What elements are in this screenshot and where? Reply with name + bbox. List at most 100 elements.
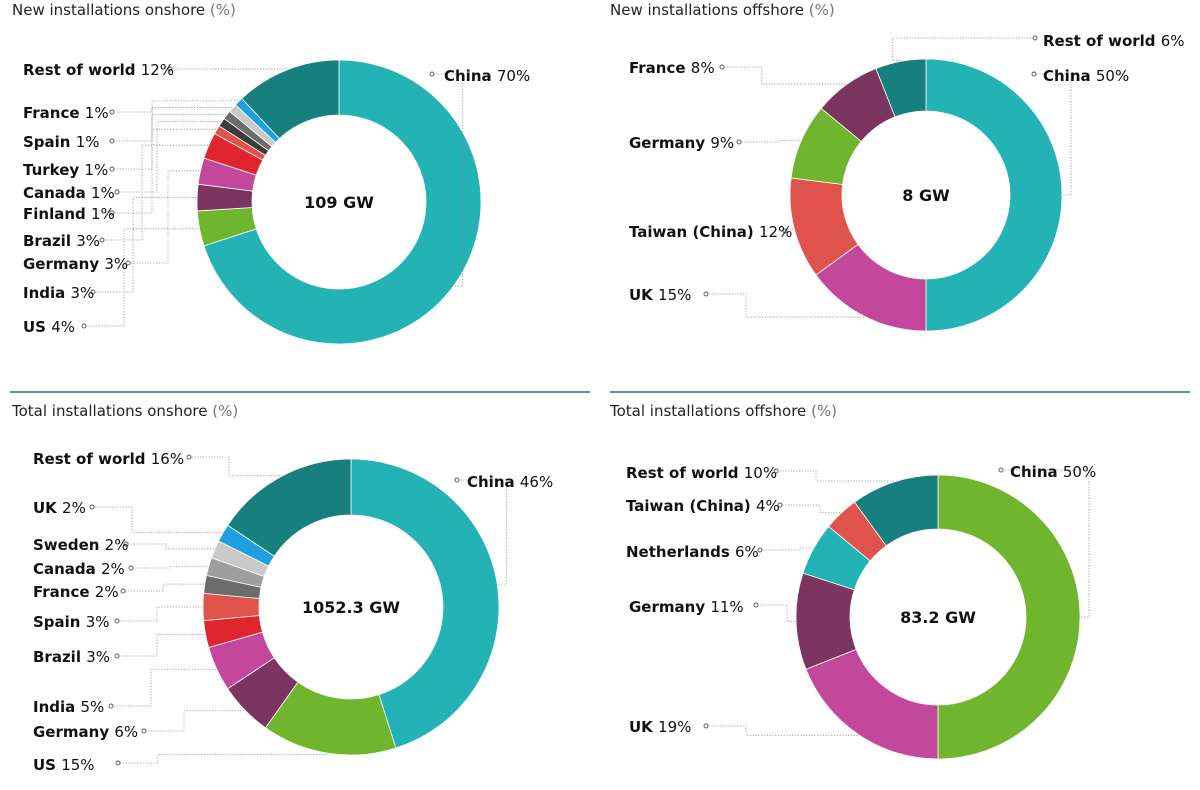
slice-rest-of-world [875,58,927,118]
slice-label-turkey: Turkey 1% [23,161,108,179]
leader-dot-taiwan-china [782,228,788,234]
slice-label-value: 1% [91,184,115,202]
leader-line-india [111,668,216,707]
center-total-label: 1052.3 GW [302,598,400,617]
slice-label-value: 12% [141,61,174,79]
donut-chart-4: Total installations offshore (%) China 50… [609,402,1096,760]
chart-title-unit: (%) [804,1,835,19]
slice-label-value: 10% [744,464,777,482]
slice-label-value: 46% [520,473,553,491]
slice-label-value: 3% [86,648,110,666]
leader-dot-canada [128,565,134,571]
leader-line-taiwan-china [780,504,841,514]
leader-line-france [112,100,238,113]
slice-label-text: Netherlands [626,543,735,561]
slice-label-text: France [33,583,95,601]
slice-label-text: Taiwan (China) [629,223,759,241]
leader-dot-turkey [109,166,115,172]
leader-dot-uk [703,291,709,297]
slice-china [925,58,1063,332]
leader-dot-taiwan-china [777,502,783,508]
leader-line-france [123,583,204,592]
slice-label-value: 6% [114,723,138,741]
slice-label-text: Brazil [33,648,86,666]
slice-label-taiwan-china: Taiwan (China) 12% [629,223,792,241]
leader-dot-france [719,64,725,70]
leader-line-canada [131,565,208,569]
slice-label-value: 6% [1161,32,1185,50]
slice-label-value: 5% [80,698,104,716]
leader-dot-germany [125,260,131,266]
slice-label-china: China 70% [444,67,530,85]
slice-label-text: China [467,473,520,491]
leader-line-us [84,228,199,327]
slice-label-text: Germany [629,598,710,616]
chart-title-main: New installations onshore [12,1,205,19]
slice-label-text: Germany [23,255,104,273]
slice-label-sweden: Sweden 2% [33,536,128,554]
leader-dot-china [998,467,1004,473]
slice-uk [805,648,939,760]
leader-dot-finland [109,210,115,216]
slice-label-text: India [23,284,70,302]
leader-dot-spain [114,618,120,624]
slice-label-value: 70% [497,67,530,85]
slice-label-text: France [23,104,85,122]
leader-dot-brazil [99,237,105,243]
leader-line-brazil [117,633,205,657]
chart-title-unit: (%) [205,1,236,19]
leader-dot-germany [736,139,742,145]
slice-label-value: 19% [658,718,691,736]
slice-label-value: 4% [756,497,780,515]
slice-label-france: France 8% [629,59,715,77]
slice-rest-of-world [227,458,352,557]
leader-dot-us [81,323,87,329]
slice-label-france: France 1% [23,104,109,122]
slice-label-value: 1% [84,161,108,179]
leader-dot-spain [109,138,115,144]
leader-line-germany [756,604,796,622]
slice-label-text: France [629,59,691,77]
slice-label-text: Canada [33,560,101,578]
slice-label-text: US [33,756,61,774]
slice-label-india: India 3% [23,284,94,302]
chart-title-unit: (%) [806,402,837,420]
slice-label-germany: Germany 6% [33,723,138,741]
slice-label-value: 3% [76,232,100,250]
center-total-label: 83.2 GW [900,608,976,627]
slice-label-spain: Spain 1% [23,133,100,151]
chart-title-unit: (%) [207,402,238,420]
slice-label-value: 3% [70,284,94,302]
slice-label-uk: UK 15% [629,286,691,304]
slice-label-text: China [1043,67,1096,85]
slice-label-text: Rest of world [23,61,141,79]
slice-label-value: 16% [151,450,184,468]
slice-label-text: Spain [33,613,86,631]
leader-line-india [93,197,197,293]
leader-line-france [722,66,846,85]
slice-label-canada: Canada 2% [33,560,125,578]
slice-label-value: 2% [105,536,129,554]
slice-label-netherlands: Netherlands 6% [626,543,759,561]
slice-label-value: 6% [735,543,759,561]
slice-label-india: India 5% [33,698,104,716]
chart-title-main: Total installations offshore [609,402,806,420]
slice-label-text: Rest of world [1043,32,1161,50]
slice-label-germany: Germany 9% [629,134,734,152]
slice-label-text: Spain [23,133,76,151]
slice-label-text: UK [629,286,658,304]
leader-line-sweden [126,543,214,550]
slice-label-us: US 15% [33,756,95,774]
center-total-label: 8 GW [902,186,950,205]
leader-line-china [1001,469,1090,618]
chart-title-main: New installations offshore [610,1,804,19]
slice-label-value: 9% [710,134,734,152]
slice-label-finland: Finland 1% [23,205,115,223]
leader-line-finland [112,128,216,214]
slice-label-text: Brazil [23,232,76,250]
leader-dot-france [109,109,115,115]
slice-label-text: Sweden [33,536,105,554]
slice-china [937,474,1081,760]
slice-label-brazil: Brazil 3% [33,648,110,666]
